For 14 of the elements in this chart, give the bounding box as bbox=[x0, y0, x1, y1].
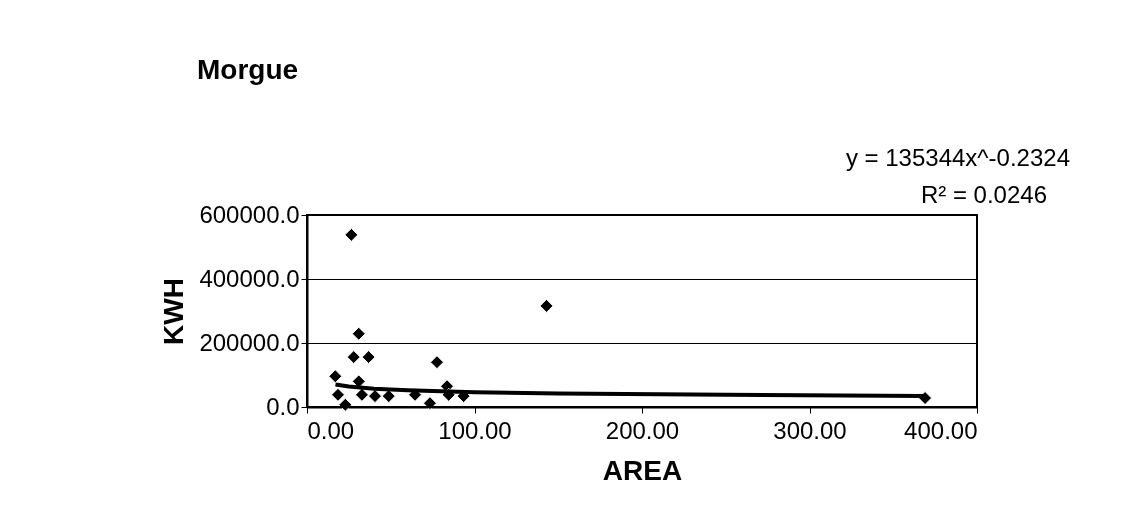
chart-title: Morgue bbox=[197, 54, 299, 85]
y-tick-label: 400000.0 bbox=[199, 264, 300, 292]
y-tick-label: 200000.0 bbox=[199, 328, 300, 356]
x-tick-label: 0.00 bbox=[307, 416, 355, 444]
y-tick-label: 600000.0 bbox=[199, 200, 300, 228]
x-tick-label: 300.00 bbox=[773, 416, 847, 444]
y-axis-title: KWH bbox=[158, 278, 190, 345]
x-tick-label: 100.00 bbox=[438, 416, 512, 444]
y-tick-label: 0.0 bbox=[266, 392, 300, 420]
x-axis-title: AREA bbox=[602, 454, 683, 486]
text: y = 135344x^-0.2324 bbox=[845, 144, 1070, 171]
x-tick-label: 400.00 bbox=[904, 416, 978, 444]
text: R² = 0.0246 bbox=[920, 181, 1047, 208]
x-tick-label: 200.00 bbox=[605, 416, 680, 444]
